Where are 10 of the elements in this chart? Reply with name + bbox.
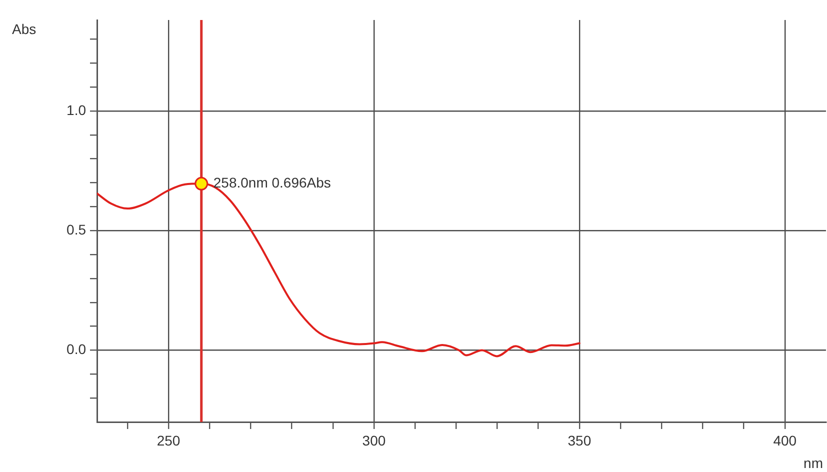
annotation: 258.0nm 0.696Abs <box>213 174 331 191</box>
x-tick-label: 350 <box>568 432 592 448</box>
y-tick-label: 0.5 <box>66 221 86 238</box>
y-tick-label: 0.0 <box>66 341 86 358</box>
y-axis-title: Abs <box>12 20 36 37</box>
x-tick-label: 300 <box>362 432 386 448</box>
y-tick-label: 1.0 <box>66 102 86 118</box>
x-tick-label: 400 <box>773 432 797 448</box>
x-tick-label: 250 <box>156 432 180 448</box>
x-axis-title: nm <box>804 454 823 471</box>
